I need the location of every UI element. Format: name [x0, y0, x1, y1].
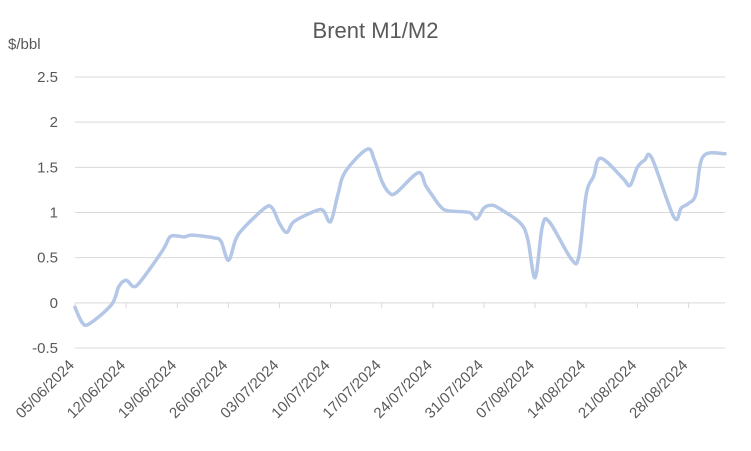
series-line: [73, 147, 727, 328]
y-tick-label: 0: [50, 295, 58, 312]
y-tick-label: 1.5: [37, 159, 58, 176]
y-tick-label: 2: [50, 114, 58, 131]
y-tick-label: 1: [50, 205, 58, 222]
y-axis-unit-label: $/bbl: [8, 36, 41, 53]
y-tick-label: 0.5: [37, 250, 58, 267]
chart-title: Brent M1/M2: [312, 18, 439, 43]
y-tick-label: 2.5: [37, 69, 58, 86]
y-tick-label: -0.5: [32, 340, 58, 357]
